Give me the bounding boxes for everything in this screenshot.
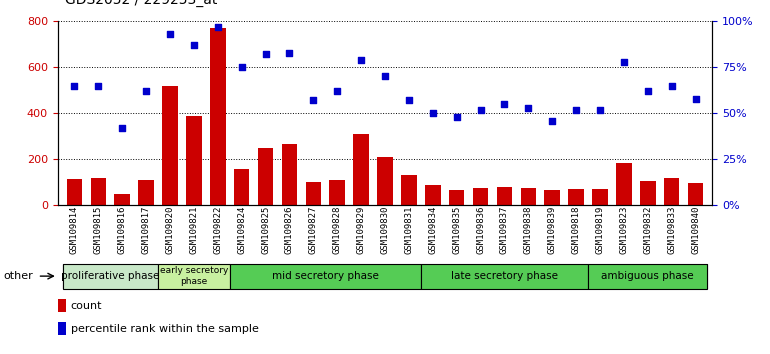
Point [379,74,391,79]
Bar [353,134,369,205]
Bar [421,264,588,289]
Bar [568,189,584,205]
Bar [664,178,679,205]
Point [689,96,701,101]
Bar [234,169,249,205]
Bar [229,264,421,289]
Bar [640,181,655,205]
Text: percentile rank within the sample: percentile rank within the sample [71,324,259,334]
Text: mid secretory phase: mid secretory phase [272,271,379,281]
Text: GSM109822: GSM109822 [213,205,223,254]
Point [188,42,200,48]
Bar [377,157,393,205]
Point [283,50,296,55]
Bar [186,115,202,205]
Point [69,83,81,88]
Bar [139,180,154,205]
Text: GSM109819: GSM109819 [595,205,604,254]
Bar [258,148,273,205]
Text: GSM109827: GSM109827 [309,205,318,254]
Bar [592,189,608,205]
Bar [688,183,703,205]
Text: other: other [4,271,34,281]
Text: GSM109835: GSM109835 [452,205,461,254]
Text: GSM109825: GSM109825 [261,205,270,254]
Text: GSM109840: GSM109840 [691,205,700,254]
Text: GSM109814: GSM109814 [70,205,79,254]
Bar [497,187,512,205]
Text: GSM109829: GSM109829 [357,205,366,254]
Point [259,52,272,57]
Text: GSM109833: GSM109833 [667,205,676,254]
Text: GSM109832: GSM109832 [643,205,652,254]
Text: GSM109830: GSM109830 [380,205,390,254]
Bar [210,28,226,205]
Point [665,83,678,88]
Text: GSM109816: GSM109816 [118,205,127,254]
Text: GSM109823: GSM109823 [619,205,628,254]
Text: GSM109828: GSM109828 [333,205,342,254]
Bar [58,322,66,335]
Text: GDS2052 / 229253_at: GDS2052 / 229253_at [65,0,218,7]
Text: GSM109815: GSM109815 [94,205,103,254]
Point [546,118,558,124]
Point [164,31,176,37]
Point [474,107,487,113]
Text: GSM109836: GSM109836 [476,205,485,254]
Point [641,88,654,94]
Text: GSM109831: GSM109831 [404,205,413,254]
Bar [58,299,66,312]
Text: ambiguous phase: ambiguous phase [601,271,694,281]
Text: GSM109818: GSM109818 [571,205,581,254]
Bar [449,190,464,205]
Point [92,83,105,88]
Text: GSM109824: GSM109824 [237,205,246,254]
Point [427,110,439,116]
Text: GSM109820: GSM109820 [166,205,175,254]
Bar [544,190,560,205]
Text: GSM109821: GSM109821 [189,205,199,254]
Point [450,114,463,120]
Bar [62,264,158,289]
Bar [473,188,488,205]
Bar [521,188,536,205]
Point [594,107,606,113]
Bar [401,175,417,205]
Bar [67,179,82,205]
Text: GSM109826: GSM109826 [285,205,294,254]
Point [116,125,129,131]
Point [618,59,630,64]
Text: GSM109837: GSM109837 [500,205,509,254]
Point [331,88,343,94]
Text: GSM109838: GSM109838 [524,205,533,254]
Text: late secretory phase: late secretory phase [451,271,558,281]
Point [307,98,320,103]
Text: GSM109834: GSM109834 [428,205,437,254]
Bar [330,180,345,205]
Text: proliferative phase: proliferative phase [61,271,159,281]
Text: GSM109817: GSM109817 [142,205,151,254]
Point [570,107,582,113]
Point [140,88,152,94]
Point [212,24,224,30]
Text: count: count [71,301,102,311]
Text: early secretory
phase: early secretory phase [159,267,228,286]
Bar [282,144,297,205]
Bar [616,163,631,205]
Point [355,57,367,63]
Bar [115,194,130,205]
Bar [162,86,178,205]
Point [403,98,415,103]
Bar [588,264,708,289]
Bar [91,178,106,205]
Bar [306,182,321,205]
Point [522,105,534,110]
Point [498,101,511,107]
Bar [158,264,229,289]
Point [236,64,248,70]
Text: GSM109839: GSM109839 [547,205,557,254]
Bar [425,185,440,205]
